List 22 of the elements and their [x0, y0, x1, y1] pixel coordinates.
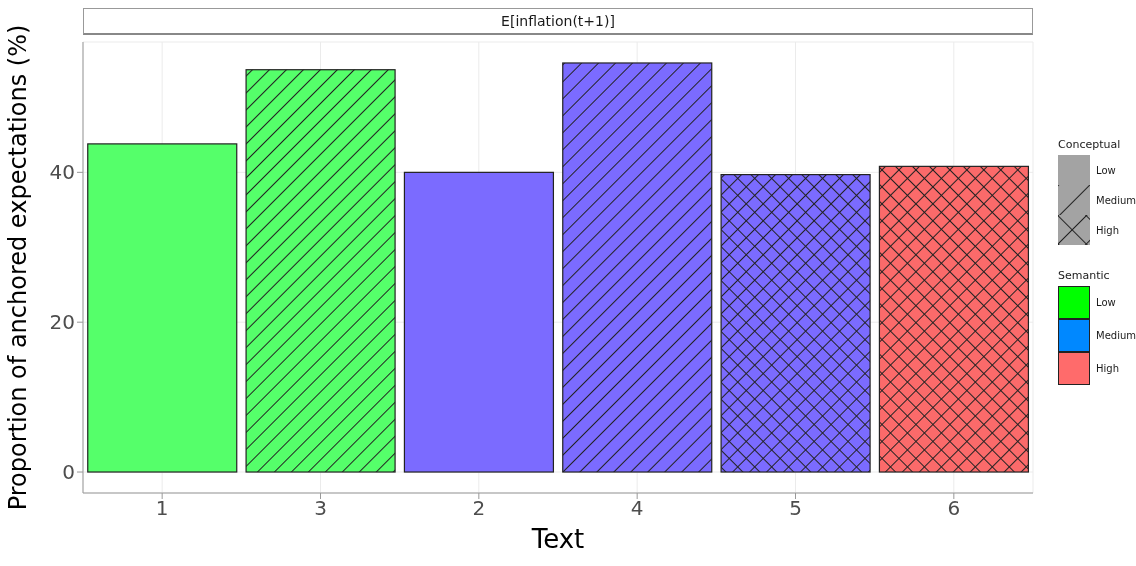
y-tick-label: 0 — [62, 460, 75, 485]
text: Low — [1096, 164, 1116, 176]
text: Low — [1096, 297, 1116, 308]
y-axis-title: Proportion of anchored expectations (%) — [4, 24, 32, 511]
x-tick-label: 3 — [314, 496, 327, 521]
y-tick-label: 20 — [49, 310, 75, 335]
x-tick-label: 4 — [630, 496, 644, 521]
x-tick-label: 1 — [155, 496, 169, 521]
text: Semantic — [1058, 269, 1111, 282]
text: High — [1096, 224, 1119, 236]
x-tick-label: 2 — [472, 496, 486, 521]
text: Medium — [1096, 194, 1136, 206]
legend-title: Conceptual — [1058, 138, 1122, 151]
x-tick-label: 5 — [789, 496, 802, 521]
y-tick-label: 40 — [49, 160, 75, 185]
text: High — [1096, 363, 1119, 374]
x-tick-label: 6 — [947, 496, 961, 521]
bar — [87, 143, 238, 473]
chart-title: E[inflation(t+1)] — [83, 8, 1033, 35]
x-axis-title: Text — [530, 524, 585, 554]
bar — [403, 171, 555, 473]
text: Medium — [1096, 330, 1136, 341]
